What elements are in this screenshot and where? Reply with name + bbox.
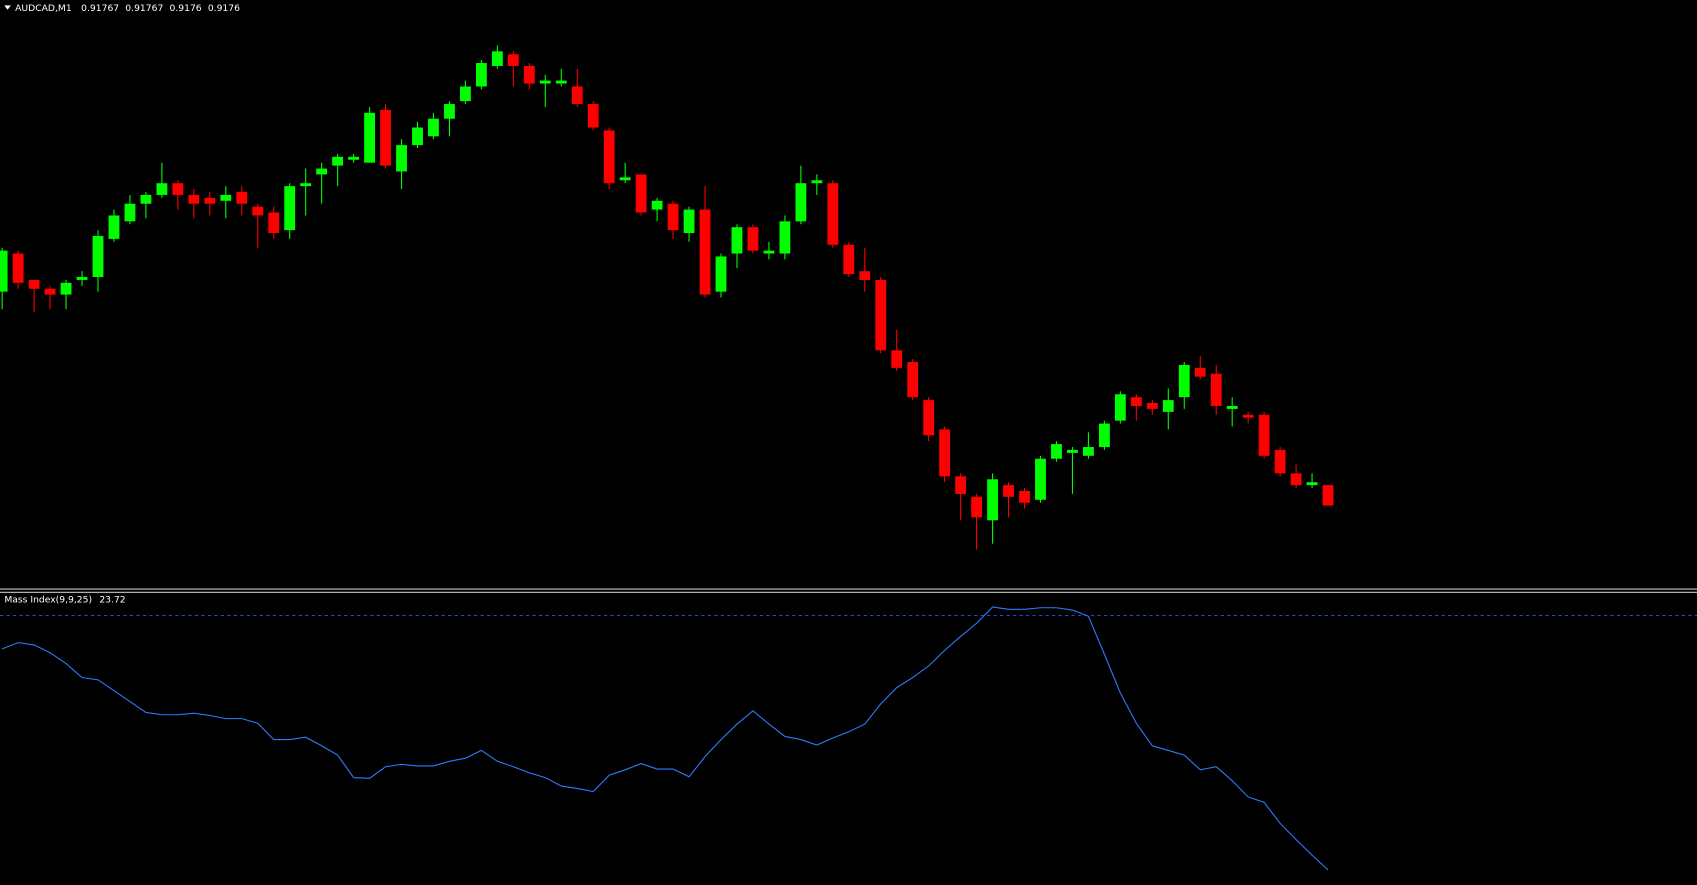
candle-body [859, 271, 871, 280]
candle-body [156, 183, 168, 195]
candle-body [284, 186, 296, 231]
candle-body [1306, 482, 1318, 486]
candle-body [523, 65, 535, 84]
last-high: 0.91767 [125, 3, 163, 14]
candle-body [252, 206, 264, 216]
candle-body [332, 156, 344, 166]
candle-body [348, 156, 360, 160]
last-close: 0.9176 [208, 3, 240, 14]
last-open: 0.91767 [81, 3, 119, 14]
candle-body [715, 256, 727, 292]
candle-body [0, 250, 8, 292]
candle-body [731, 227, 743, 254]
candle-body [220, 194, 232, 201]
candle-body [1114, 394, 1126, 421]
candle-body [1083, 447, 1094, 456]
candle-body [124, 203, 136, 222]
candle-body [28, 279, 40, 289]
candle-body [396, 145, 407, 172]
indicator-header: Mass Index(9,9,25) 23.72 [4, 595, 125, 606]
candle-body [1258, 414, 1270, 456]
candle-body [555, 80, 567, 84]
candle-body [1178, 364, 1190, 398]
candle-body [923, 400, 935, 436]
candle-body [268, 212, 280, 234]
candle-body [651, 200, 663, 210]
candle-body [1019, 490, 1030, 503]
candle-body [571, 86, 583, 105]
candle-body [444, 104, 455, 119]
candle-body [428, 118, 439, 137]
candle-body [587, 104, 599, 128]
candle-body [971, 496, 983, 518]
candle-body [1051, 444, 1062, 459]
candle-body [667, 203, 679, 231]
candle-body [507, 54, 519, 66]
symbol: AUDCAD,M1 [15, 3, 72, 14]
candle-body [172, 183, 184, 195]
candle-body [747, 227, 759, 251]
candle-body [92, 235, 104, 278]
price-header: AUDCAD,M1 0.91767 0.91767 0.9176 0.9176 [15, 3, 240, 14]
candle-body [811, 180, 823, 184]
candle-body [1146, 403, 1158, 409]
candle-body [699, 209, 711, 295]
candle-body [779, 221, 791, 254]
candle-body [907, 362, 919, 398]
candle-body [1003, 485, 1014, 497]
candle-body [475, 63, 487, 87]
candle-body [763, 250, 775, 254]
candle-body [380, 109, 391, 166]
candle-body [955, 476, 967, 494]
menu-arrow[interactable] [4, 5, 11, 10]
candle-body [827, 183, 839, 245]
candle-body [539, 80, 551, 84]
candle-body [795, 183, 807, 222]
candle-body [1274, 449, 1286, 474]
candle-body [300, 183, 312, 187]
candle-body [60, 282, 72, 295]
candle-body [108, 215, 120, 239]
last-low: 0.9176 [169, 3, 201, 14]
candle-body [635, 174, 647, 213]
candle-body [460, 86, 471, 102]
candle-body [76, 277, 88, 280]
candle-body [987, 479, 998, 521]
candle-body [1035, 458, 1046, 500]
candle-body [12, 253, 24, 283]
candle-body [1098, 423, 1110, 448]
candle-body [875, 279, 887, 351]
candle-body [1194, 367, 1206, 377]
candle-body [364, 112, 375, 163]
candle-body [891, 350, 903, 368]
candle-body [1226, 405, 1238, 409]
candle-body [619, 177, 631, 181]
candle-body [1290, 473, 1302, 486]
candle-body [1210, 373, 1222, 406]
candle-body [188, 194, 200, 204]
candle-body [1322, 485, 1334, 506]
candle-body [1067, 449, 1078, 453]
candle-body [316, 168, 328, 175]
indicator-value: 23.72 [99, 595, 125, 606]
indicator-line [1, 606, 1329, 871]
candle-body [204, 197, 216, 204]
candle-body [236, 192, 248, 204]
candle-body [843, 244, 855, 275]
candle-body [683, 209, 695, 234]
candle-body [44, 288, 56, 295]
candle-body [1162, 400, 1174, 412]
candle-body [140, 194, 152, 204]
candle-body [603, 130, 615, 184]
candle-body [412, 127, 423, 146]
candle-body [939, 429, 951, 477]
candle-body [1130, 397, 1142, 406]
candle-body [491, 51, 503, 66]
indicator-name: Mass Index(9,9,25) [4, 595, 92, 606]
candle-body [1242, 414, 1254, 418]
